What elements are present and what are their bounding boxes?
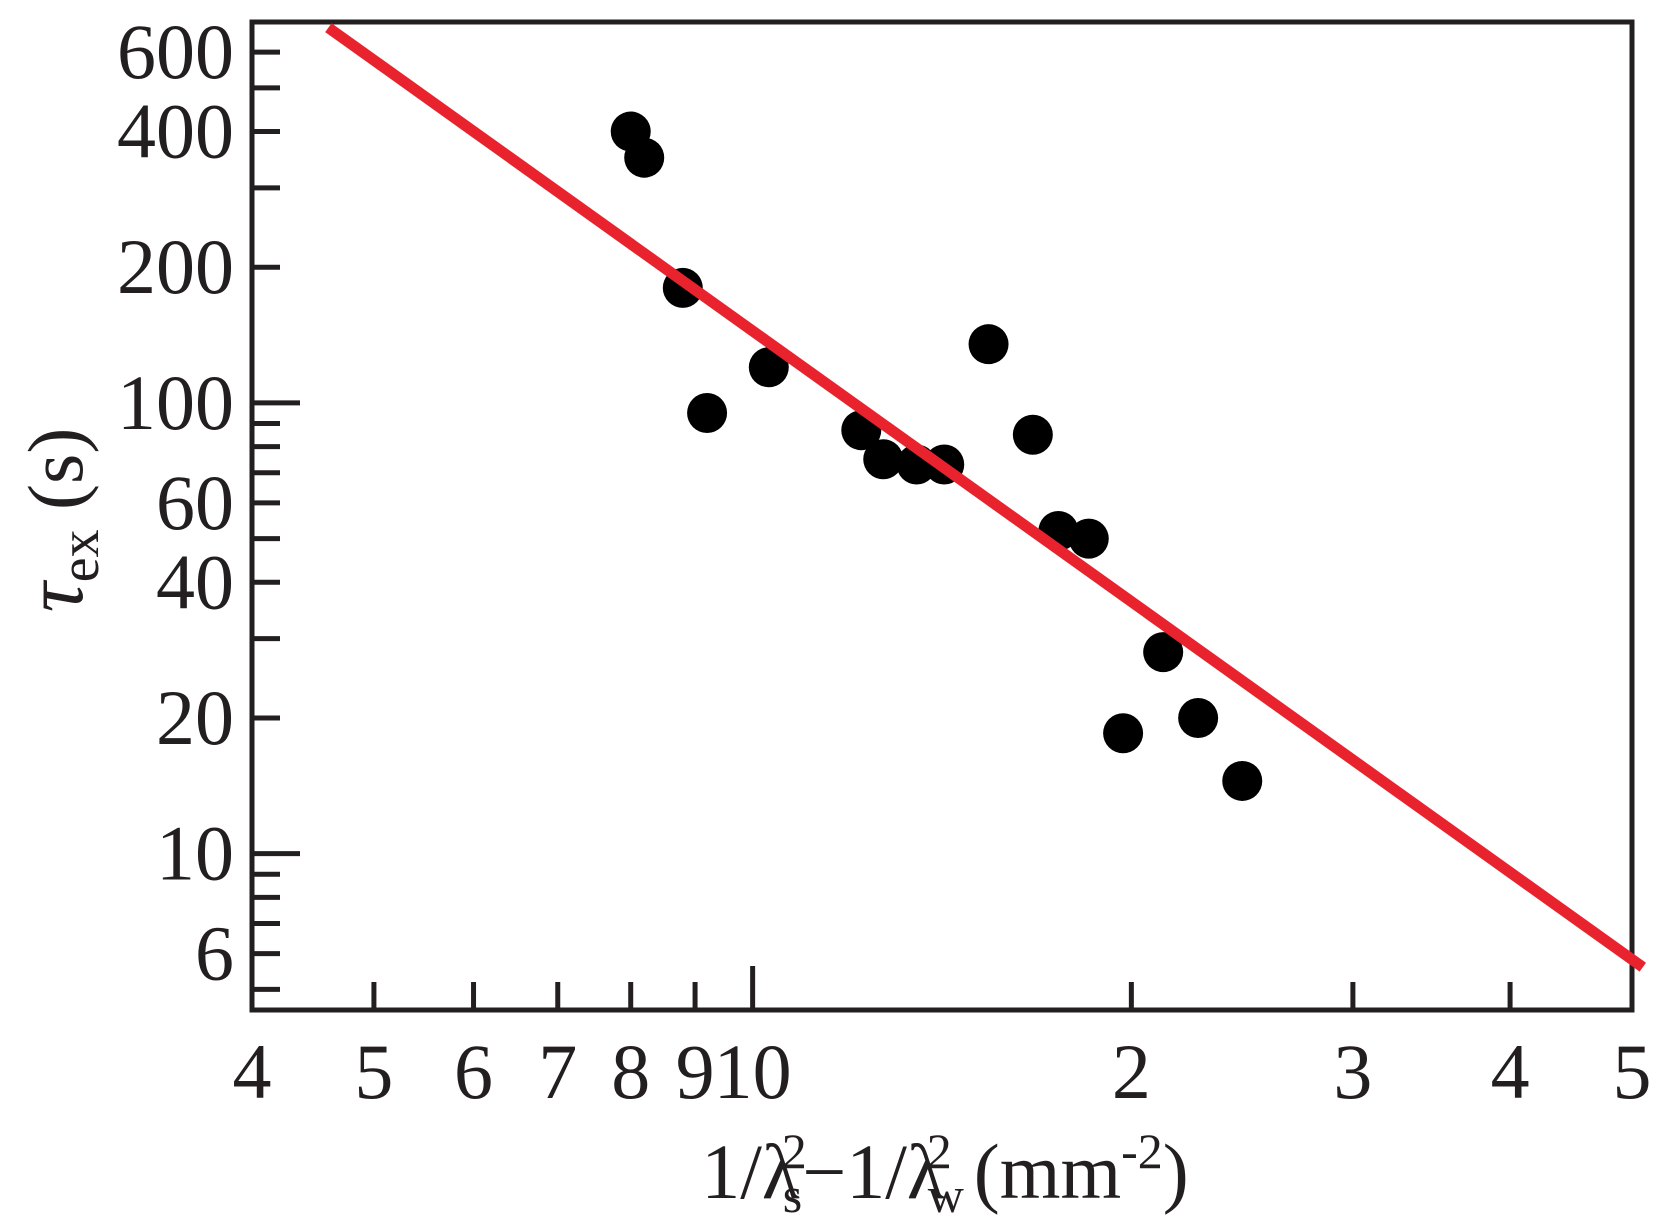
fit-line-group [325,23,1647,972]
x-tick-label: 7 [538,1028,577,1115]
x-tick-label: 10 [714,1028,792,1115]
x-axis-sub2: w [928,1167,964,1223]
x-axis-title: 1/λ2 s−1/λ2 w (mm-2) [701,1123,1189,1223]
x-axis-unit-open: (mm [974,1128,1121,1215]
x-tick-label: 3 [1333,1028,1372,1115]
x-tick-label: 5 [1613,1028,1652,1115]
y-axis-unit: (s) [12,428,99,510]
ticks [249,49,1635,1010]
x-axis-sup1: 2 [782,1123,807,1179]
y-tick-label: 600 [117,8,234,95]
data-point [1012,414,1053,455]
y-tick-label: 400 [117,88,234,175]
y-tick-label: 40 [156,538,234,625]
x-axis-middle: −1/λ [802,1128,945,1215]
x-tick-label: 9 [676,1028,715,1115]
y-tick-label: 60 [156,459,234,546]
data-point [1103,713,1144,754]
data-point [1143,632,1184,673]
x-tick-label: 8 [611,1028,650,1115]
x-tick-label: 2 [1112,1028,1151,1115]
x-axis-prefix: 1/λ [701,1128,800,1215]
data-point [863,439,904,480]
x-tick-label: 4 [1491,1028,1530,1115]
y-tick-label: 10 [156,810,234,897]
y-tick-label: 100 [117,359,234,446]
y-axis-symbol: τ [8,579,101,612]
minor-ticks [252,85,280,992]
fit-line [325,23,1647,972]
y-tick-label: 200 [117,223,234,310]
data-point [748,347,789,388]
data-point [1068,518,1109,559]
x-axis-sub1: s [783,1167,802,1223]
x-axis-unit-sup: -2 [1121,1123,1163,1179]
data-point [687,392,728,433]
x-axis-sup2: 2 [927,1123,952,1179]
y-axis-subscript: ex [49,529,111,582]
data-point [1178,697,1219,738]
x-tick-label: 5 [354,1028,393,1115]
data-point [624,137,665,178]
data-point [968,324,1009,365]
x-tick-label: 4 [233,1028,272,1115]
x-tick-label: 6 [454,1028,493,1115]
y-tick-label: 6 [195,910,234,997]
data-point [1222,760,1263,801]
x-axis-unit-close: ) [1163,1128,1189,1215]
plot-frame [249,19,1635,1013]
y-axis-title: τex (s) [8,428,111,613]
y-tick-label: 20 [156,674,234,761]
